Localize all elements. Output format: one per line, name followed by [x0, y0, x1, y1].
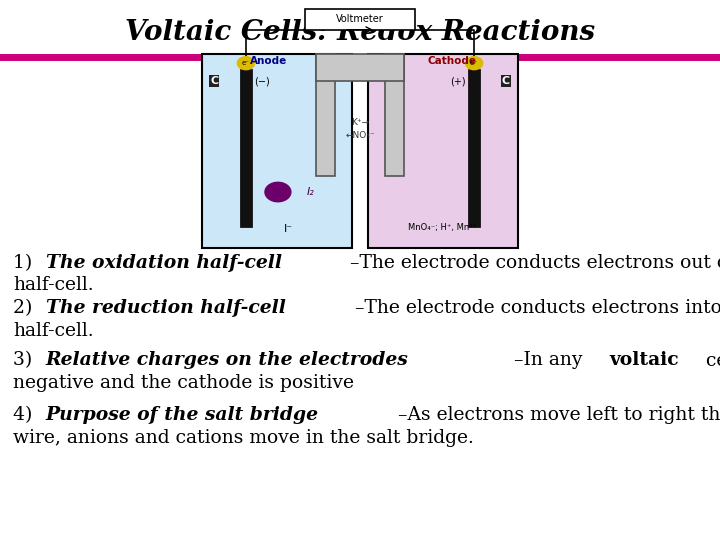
Text: e⁻: e⁻ — [470, 59, 478, 66]
Text: I⁻: I⁻ — [284, 224, 293, 234]
Text: half-cell.: half-cell. — [13, 322, 94, 340]
Circle shape — [238, 57, 255, 70]
Text: Voltmeter: Voltmeter — [336, 15, 384, 24]
Text: I₂: I₂ — [307, 187, 315, 197]
Bar — [385, 54, 405, 176]
Bar — [240, 69, 252, 227]
Text: Voltaic Cells: Redox Reactions: Voltaic Cells: Redox Reactions — [125, 19, 595, 46]
Text: (−): (−) — [254, 76, 270, 86]
Bar — [315, 54, 405, 81]
Text: 4): 4) — [13, 406, 38, 424]
Text: C: C — [502, 76, 510, 86]
Text: voltaic: voltaic — [610, 351, 680, 369]
Bar — [468, 69, 480, 227]
Text: (+): (+) — [451, 76, 466, 86]
Text: The oxidation half-cell: The oxidation half-cell — [45, 254, 282, 272]
Text: The reduction half-cell: The reduction half-cell — [45, 299, 286, 317]
Bar — [202, 54, 352, 248]
Text: half-cell.: half-cell. — [13, 276, 94, 294]
Text: Relative charges on the electrodes: Relative charges on the electrodes — [45, 351, 408, 369]
Text: Purpose of the salt bridge: Purpose of the salt bridge — [45, 406, 319, 424]
Text: Cathode: Cathode — [428, 56, 477, 66]
Text: –The electrode conducts electrons into its: –The electrode conducts electrons into i… — [355, 299, 720, 317]
Text: negative and the cathode is positive: negative and the cathode is positive — [13, 374, 354, 391]
Text: wire, anions and cations move in the salt bridge.: wire, anions and cations move in the sal… — [13, 429, 474, 447]
Bar — [305, 9, 415, 30]
Text: 1): 1) — [13, 254, 38, 272]
Bar — [368, 54, 518, 248]
Text: –The electrode conducts electrons out of its: –The electrode conducts electrons out of… — [350, 254, 720, 272]
Circle shape — [265, 183, 291, 202]
Text: K⁺→: K⁺→ — [351, 118, 369, 126]
Bar — [315, 54, 335, 176]
Text: ←NO₃⁻: ←NO₃⁻ — [345, 131, 375, 140]
Text: –As electrons move left to right through the: –As electrons move left to right through… — [398, 406, 720, 424]
Text: Anode: Anode — [250, 56, 287, 66]
Circle shape — [465, 57, 482, 70]
Text: C: C — [210, 76, 218, 86]
Text: e⁻: e⁻ — [242, 59, 250, 66]
Text: cell, the anode is: cell, the anode is — [700, 351, 720, 369]
Text: 3): 3) — [13, 351, 38, 369]
Text: 2): 2) — [13, 299, 38, 317]
Text: –In any: –In any — [513, 351, 588, 369]
Text: MnO₄⁻; H⁺, Mn²⁺: MnO₄⁻; H⁺, Mn²⁺ — [408, 222, 477, 232]
